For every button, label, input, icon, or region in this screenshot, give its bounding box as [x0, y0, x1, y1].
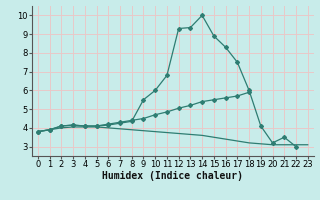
X-axis label: Humidex (Indice chaleur): Humidex (Indice chaleur)	[102, 171, 243, 181]
